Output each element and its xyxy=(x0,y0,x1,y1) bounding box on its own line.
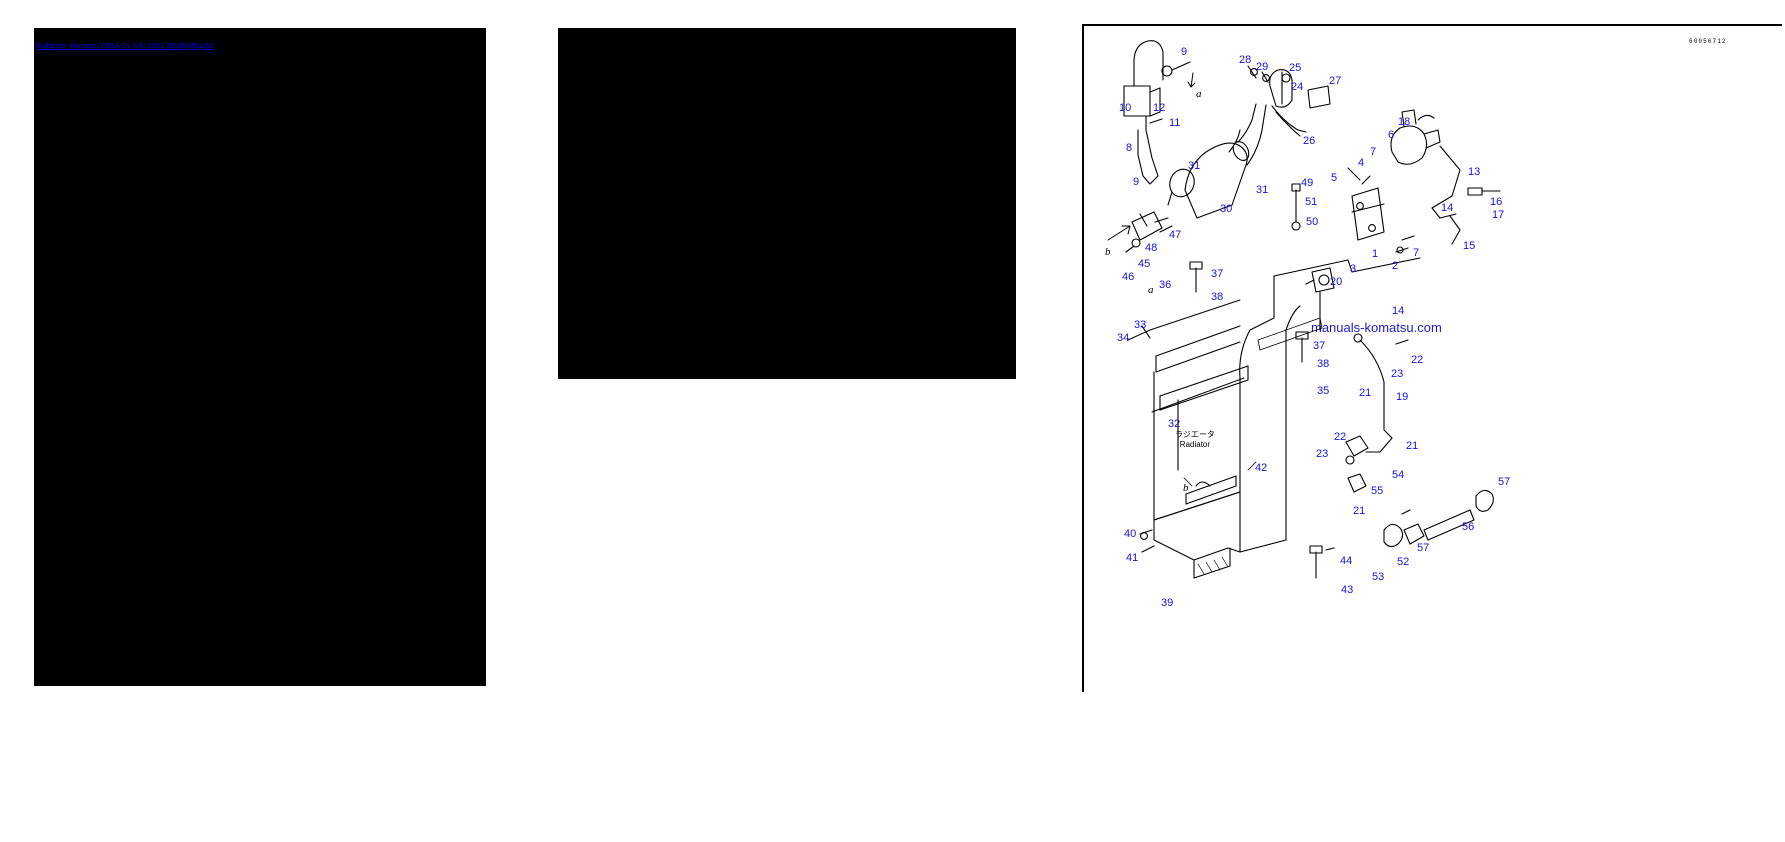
callout-number: 40 xyxy=(1124,528,1137,540)
callout-number: 8 xyxy=(1126,142,1133,154)
callout-number: 25 xyxy=(1289,62,1302,74)
letter-callout-a-top: a xyxy=(1196,88,1202,100)
callout-number: 28 xyxy=(1239,54,1252,66)
callout-number: 3 xyxy=(1350,263,1357,275)
callout-number: 22 xyxy=(1411,354,1424,366)
callout-number: 11 xyxy=(1169,117,1181,129)
callout-number: 37 xyxy=(1313,340,1326,352)
callout-number: 2 xyxy=(1392,260,1399,272)
letter-callout-b-mid: b xyxy=(1183,482,1189,494)
radiator-label-jp: ラジエータ xyxy=(1175,430,1215,439)
callout-number: 18 xyxy=(1398,116,1411,128)
callout-number: 21 xyxy=(1353,505,1366,517)
diagram-border-left xyxy=(1082,24,1084,692)
callout-number: 24 xyxy=(1291,81,1304,93)
callout-number: 21 xyxy=(1359,387,1372,399)
callout-number: 42 xyxy=(1255,462,1268,474)
callout-number: 7 xyxy=(1413,247,1420,259)
callout-number: 5 xyxy=(1331,172,1338,184)
callout-number: 41 xyxy=(1126,552,1139,564)
callout-number: 49 xyxy=(1301,177,1314,189)
callout-number: 57 xyxy=(1498,476,1511,488)
callout-number: 38 xyxy=(1211,291,1224,303)
callout-number: 55 xyxy=(1371,485,1384,497)
callout-number: 39 xyxy=(1161,597,1174,609)
callout-number: 20 xyxy=(1330,276,1343,288)
callout-number: 31 xyxy=(1256,184,1269,196)
callout-number: 4 xyxy=(1358,157,1365,169)
callout-number: 30 xyxy=(1220,203,1233,215)
diagram-border-top xyxy=(1082,24,1782,26)
callout-number: 26 xyxy=(1303,135,1316,147)
watermark: manuals-komatsu.com xyxy=(1311,320,1442,335)
callout-number: 46 xyxy=(1122,271,1135,283)
callout-number: 10 xyxy=(1119,102,1132,114)
callout-number: 6 xyxy=(1388,129,1395,141)
callout-number: 1 xyxy=(1372,248,1379,260)
callout-number: 9 xyxy=(1133,176,1140,188)
callout-number: 45 xyxy=(1138,258,1151,270)
callout-number: 35 xyxy=(1317,385,1330,397)
callout-number: 16 xyxy=(1490,196,1503,208)
callout-number: 15 xyxy=(1463,240,1476,252)
callout-number: 32 xyxy=(1168,418,1181,430)
callout-number: 38 xyxy=(1317,358,1330,370)
callout-number: 56 xyxy=(1462,521,1475,533)
callout-number: 12 xyxy=(1153,102,1166,114)
thumbnail-preview-black xyxy=(34,28,486,686)
parts-diagram-panel xyxy=(1082,24,1782,692)
radiator-label: ラジエータ Radiator xyxy=(1175,430,1215,450)
letter-callout-a-mid: a xyxy=(1148,284,1154,296)
callout-number: 43 xyxy=(1341,584,1354,596)
callout-number: 48 xyxy=(1145,242,1158,254)
callout-number: 44 xyxy=(1340,555,1353,567)
callout-number: 53 xyxy=(1372,571,1385,583)
document-title-link[interactable]: Bulldozer Komatsu D85A-21 S/N 3001-36088… xyxy=(36,41,215,50)
callout-number: 22 xyxy=(1334,431,1347,443)
callout-number: 54 xyxy=(1392,469,1405,481)
callout-number: 50 xyxy=(1306,216,1319,228)
callout-number: 23 xyxy=(1316,448,1329,460)
callout-number: 52 xyxy=(1397,556,1410,568)
callout-number: 34 xyxy=(1117,332,1130,344)
callout-number: 29 xyxy=(1256,61,1269,73)
callout-number: 27 xyxy=(1329,75,1342,87)
callout-number: 33 xyxy=(1134,319,1147,331)
callout-number: 7 xyxy=(1370,146,1377,158)
callout-number: 21 xyxy=(1406,440,1419,452)
callout-number: 9 xyxy=(1181,46,1188,58)
sheet-code: 60056712 xyxy=(1689,38,1727,45)
secondary-preview-black xyxy=(558,28,1016,379)
radiator-label-en: Radiator xyxy=(1179,440,1211,449)
callout-number: 14 xyxy=(1392,305,1405,317)
callout-number: 23 xyxy=(1391,368,1404,380)
callout-number: 57 xyxy=(1417,542,1430,554)
callout-number: 36 xyxy=(1159,279,1172,291)
letter-callout-b-left: b xyxy=(1105,246,1111,258)
callout-number: 17 xyxy=(1492,209,1505,221)
callout-number: 51 xyxy=(1305,196,1318,208)
callout-number: 37 xyxy=(1211,268,1224,280)
callout-number: 31 xyxy=(1188,160,1201,172)
callout-number: 14 xyxy=(1441,202,1454,214)
callout-number: 47 xyxy=(1169,229,1182,241)
callout-number: 13 xyxy=(1468,166,1481,178)
callout-number: 19 xyxy=(1396,391,1409,403)
